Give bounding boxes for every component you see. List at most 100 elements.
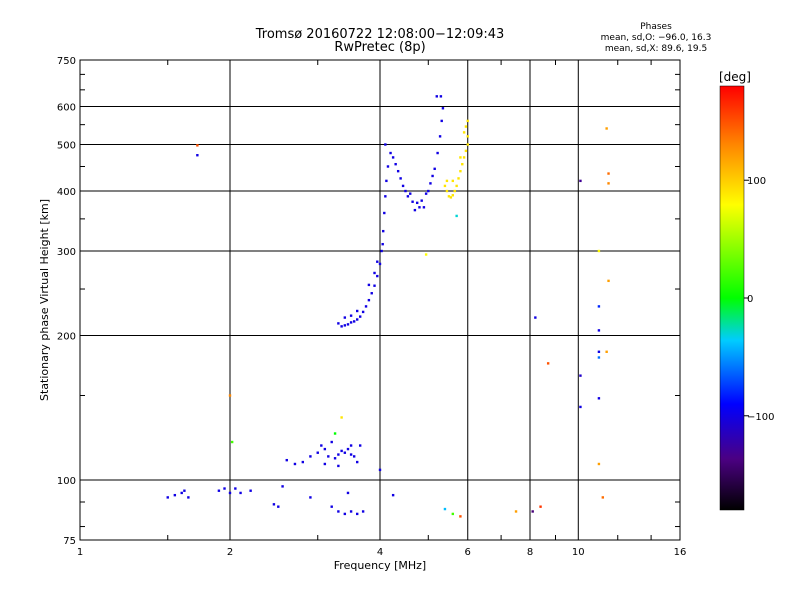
data-point [462, 156, 466, 159]
data-point [436, 151, 439, 155]
data-point [180, 491, 183, 495]
y-tick-label: 75 [63, 536, 76, 547]
data-point [327, 455, 330, 458]
data-point [343, 451, 347, 454]
x-tick-label: 6 [465, 547, 471, 558]
data-point [459, 515, 462, 518]
data-point [597, 305, 601, 308]
data-point [391, 493, 395, 497]
data-point [445, 189, 449, 193]
data-point [376, 274, 379, 278]
data-point [534, 316, 537, 319]
data-point [464, 125, 468, 128]
data-point [361, 310, 365, 314]
data-point [461, 162, 464, 166]
data-point [281, 485, 284, 488]
data-point [196, 154, 199, 157]
data-point [451, 179, 455, 183]
data-point [373, 284, 376, 287]
data-point [433, 167, 436, 171]
data-point [330, 440, 333, 444]
data-point [401, 184, 405, 188]
data-point [373, 271, 376, 275]
data-point [579, 179, 582, 183]
data-point [234, 487, 237, 490]
data-point [391, 156, 395, 159]
data-point [539, 505, 542, 508]
data-point [597, 356, 601, 359]
data-point [358, 315, 362, 318]
data-point [355, 460, 359, 464]
data-point [337, 464, 340, 468]
data-point [340, 325, 343, 328]
data-point [597, 249, 601, 253]
data-point [384, 195, 387, 198]
data-point [378, 262, 382, 266]
data-point [607, 182, 610, 185]
data-point [173, 493, 177, 497]
data-point [459, 156, 462, 159]
data-point [440, 119, 443, 123]
data-point [451, 512, 455, 516]
data-point [333, 432, 337, 435]
data-points [166, 95, 610, 518]
data-point [404, 189, 407, 193]
data-point [386, 165, 390, 168]
data-point [424, 192, 428, 195]
data-point [531, 510, 534, 513]
data-point [316, 451, 319, 454]
data-point [378, 468, 382, 472]
data-point [466, 119, 469, 123]
data-point [411, 200, 414, 203]
data-point [435, 95, 438, 98]
data-point [349, 453, 353, 456]
data-point [409, 192, 412, 195]
data-point [466, 135, 469, 138]
grid-lines [80, 60, 680, 540]
colorbar-unit-label: [deg] [719, 70, 751, 84]
data-point [427, 189, 430, 193]
chart-subtitle: RwPretec (8p) [334, 40, 426, 55]
data-point [320, 444, 323, 447]
data-point [370, 292, 373, 295]
data-point [439, 95, 443, 98]
data-point [406, 195, 410, 198]
data-point [352, 455, 356, 458]
data-point [249, 489, 252, 492]
data-point [431, 174, 434, 178]
x-tick-label: 16 [674, 547, 687, 558]
data-point [445, 179, 449, 183]
data-point [323, 447, 327, 451]
data-point [447, 195, 451, 198]
y-tick-label: 400 [57, 187, 76, 198]
data-point [355, 318, 359, 321]
data-point [464, 149, 468, 153]
data-point [187, 496, 190, 499]
data-point [166, 496, 169, 499]
data-point [333, 457, 337, 460]
data-point [346, 447, 350, 451]
data-point [457, 177, 460, 180]
x-tick-label: 1 [77, 547, 83, 558]
data-point [346, 491, 350, 495]
data-point [340, 449, 343, 453]
data-point [443, 507, 447, 511]
data-point [323, 462, 327, 466]
y-axis-label: Stationary phase Virtual Height [km] [38, 199, 51, 401]
data-point [455, 214, 458, 218]
data-point [597, 462, 601, 466]
data-point [601, 496, 605, 499]
data-point [349, 510, 353, 513]
data-point [607, 172, 610, 175]
x-axis-label: Frequency [MHz] [334, 559, 426, 572]
y-tick-label: 500 [57, 141, 76, 152]
data-point [385, 179, 388, 183]
phase-stats-x-mode: mean, sd,X: 89.6, 19.5 [604, 44, 708, 54]
data-point [382, 229, 385, 233]
data-point [330, 505, 333, 508]
data-point [355, 309, 359, 313]
data-point [605, 350, 608, 353]
data-point [413, 208, 417, 212]
data-point [449, 196, 453, 199]
data-point [451, 194, 455, 197]
